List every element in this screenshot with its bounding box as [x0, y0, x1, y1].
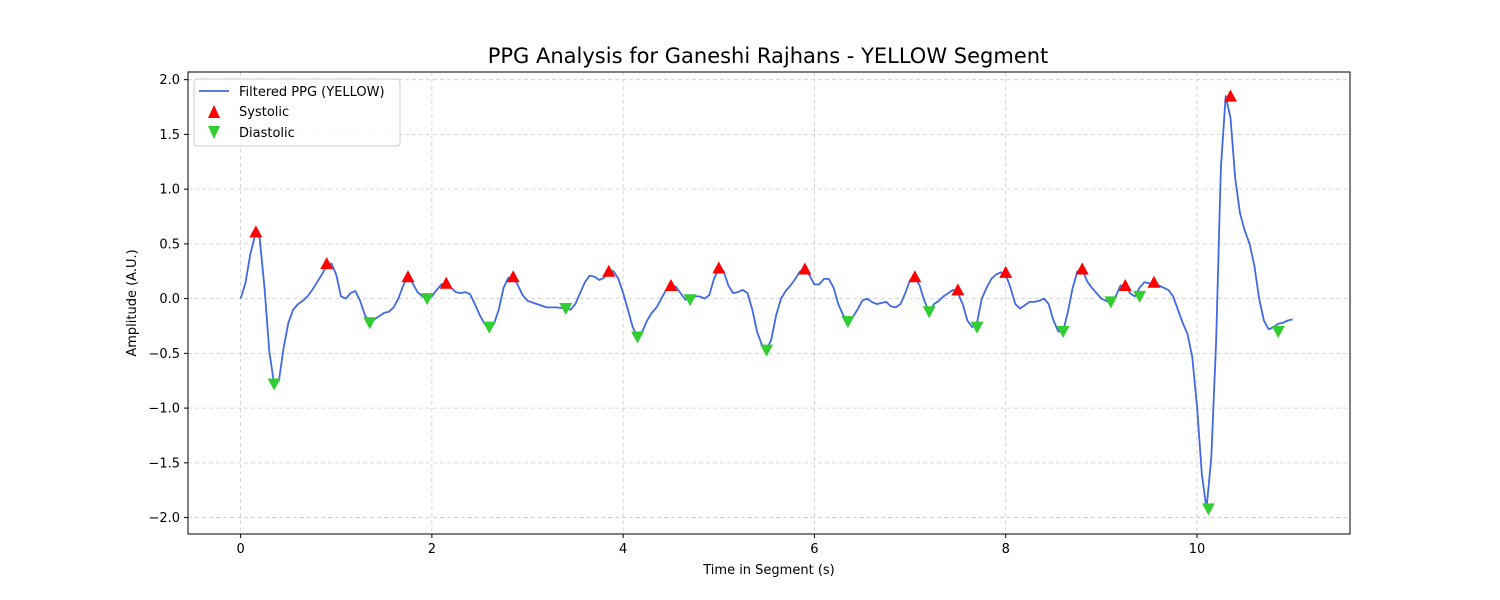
- legend-label-systolic: Systolic: [239, 105, 289, 120]
- diastolic-marker: [1201, 503, 1215, 516]
- diastolic-marker: [630, 331, 644, 344]
- diastolic-marker: [267, 378, 281, 391]
- x-axis: 0 2 4 6 8 10: [236, 534, 1205, 557]
- legend-label-diastolic: Diastolic: [239, 126, 295, 141]
- x-tick-label: 0: [236, 542, 244, 557]
- legend-systolic-marker: [208, 105, 220, 118]
- systolic-marker: [1147, 275, 1161, 288]
- y-tick-label: −1.5: [148, 456, 180, 471]
- y-tick-label: −0.5: [148, 347, 180, 362]
- x-tick-label: 10: [1189, 542, 1206, 557]
- axes-frame: [187, 71, 1351, 535]
- systolic-marker: [439, 276, 453, 289]
- systolic-marker: [712, 261, 726, 274]
- systolic-marker: [1223, 89, 1237, 102]
- legend: Filtered PPG (YELLOW) Systolic Diastolic: [193, 78, 401, 147]
- y-tick-label: −1.0: [148, 402, 180, 417]
- diastolic-marker: [420, 293, 434, 306]
- y-tick-label: 2.0: [159, 73, 180, 88]
- systolic-marker: [602, 264, 616, 277]
- plot-area: [239, 89, 1293, 516]
- legend-diastolic-marker: [208, 126, 220, 139]
- x-tick-label: 2: [428, 542, 436, 557]
- diastolic-marker: [1056, 325, 1070, 338]
- x-tick-label: 6: [810, 542, 818, 557]
- systolic-marker: [664, 278, 678, 291]
- diastolic-marker: [363, 317, 377, 330]
- systolic-marker: [999, 265, 1013, 278]
- y-tick-label: 1.0: [159, 183, 180, 198]
- y-tick-label: 0.0: [159, 292, 180, 307]
- y-tick-label: −2.0: [148, 511, 180, 526]
- systolic-marker: [320, 257, 334, 270]
- diastolic-marker: [922, 306, 936, 319]
- diastolic-marker: [482, 321, 496, 334]
- x-tick-label: 4: [619, 542, 627, 557]
- diastolic-marker: [559, 302, 573, 315]
- diastolic-marker: [970, 321, 984, 334]
- series-line-filtered-ppg: [239, 95, 1293, 510]
- y-tick-label: 0.5: [159, 237, 180, 252]
- y-axis: 2.0 1.5 1.0 0.5 0.0 −0.5 −1.0 −1.5 −2.0: [148, 73, 188, 526]
- y-axis-label: Amplitude (A.U.): [125, 249, 140, 356]
- x-axis-label: Time in Segment (s): [702, 563, 834, 578]
- diastolic-marker: [1271, 325, 1285, 338]
- diastolic-marker: [1104, 296, 1118, 309]
- systolic-marker: [249, 225, 263, 238]
- diastolic-marker: [683, 294, 697, 307]
- diastolic-marker: [760, 344, 774, 357]
- systolic-marker: [798, 262, 812, 275]
- systolic-marker: [506, 270, 520, 283]
- systolic-marker: [401, 270, 415, 283]
- diastolic-marker: [841, 316, 855, 329]
- x-tick-label: 8: [1002, 542, 1010, 557]
- grid: [188, 72, 1350, 534]
- diastolic-marker: [1133, 290, 1147, 303]
- systolic-marker: [908, 270, 922, 283]
- y-tick-label: 1.5: [159, 128, 180, 143]
- legend-label-filtered-ppg: Filtered PPG (YELLOW): [239, 85, 385, 100]
- chart-title: PPG Analysis for Ganeshi Rajhans - YELLO…: [488, 44, 1049, 68]
- systolic-marker: [1075, 262, 1089, 275]
- legend-frame: [193, 78, 401, 147]
- systolic-marker: [1118, 278, 1132, 291]
- systolic-marker: [951, 283, 965, 296]
